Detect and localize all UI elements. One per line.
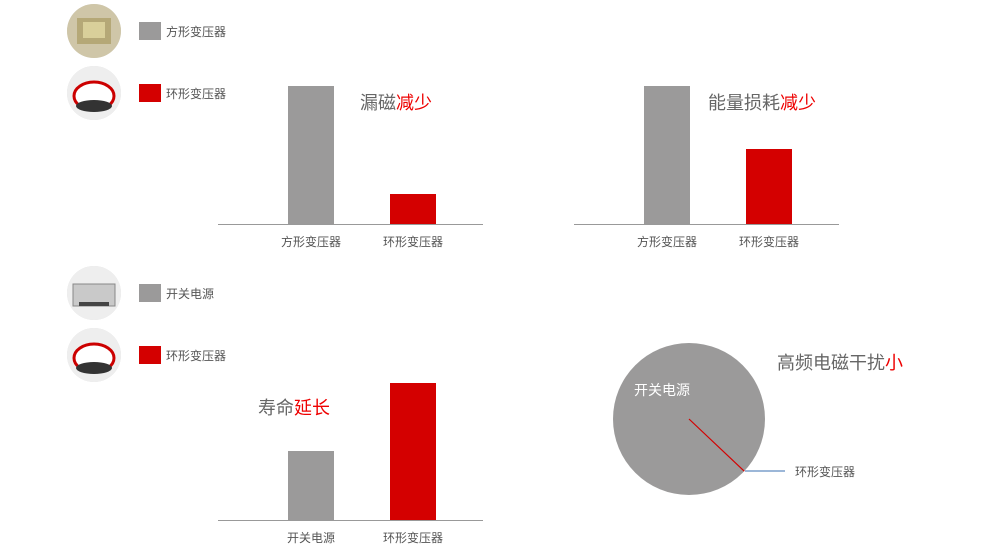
category-label: 开关电源 xyxy=(286,531,335,545)
square-transformer-photo-icon xyxy=(67,4,121,58)
category-label: 方形变压器 xyxy=(280,235,341,249)
title-text: 能量损耗 xyxy=(708,93,780,113)
legend-swatch xyxy=(139,346,161,364)
title-text: 高频电磁干扰 xyxy=(777,353,885,373)
chart-title: 高频电磁干扰小 xyxy=(777,349,903,375)
x-axis xyxy=(218,224,483,225)
bar-1-seg-1 xyxy=(390,381,436,452)
category-label: 环形变压器 xyxy=(382,531,443,545)
bar-1 xyxy=(390,193,436,224)
title-highlight: 减少 xyxy=(780,93,816,113)
title-highlight: 小 xyxy=(885,353,903,373)
bar-0-seg-0 xyxy=(288,450,334,520)
category-label: 环形变压器 xyxy=(382,235,443,249)
chart-title: 漏磁减少 xyxy=(360,89,432,115)
bar-1-seg-0 xyxy=(390,450,436,520)
switching-power-supply-photo-icon xyxy=(67,266,121,320)
toroidal-transformer-photo-icon xyxy=(67,66,121,120)
pie-slice-1 xyxy=(688,418,745,472)
category-label: 环形变压器 xyxy=(738,235,799,249)
chart-title: 能量损耗减少 xyxy=(708,89,816,115)
legend-label: 环形变压器 xyxy=(166,349,227,363)
pie-label-1: 环形变压器 xyxy=(795,465,856,479)
bar-0 xyxy=(644,86,690,224)
bar-1 xyxy=(746,149,792,224)
title-highlight: 延长 xyxy=(294,398,330,418)
legend-label: 方形变压器 xyxy=(166,25,227,39)
legend-swatch xyxy=(139,84,161,102)
legend-label: 环形变压器 xyxy=(166,87,227,101)
legend-swatch xyxy=(139,284,161,302)
legend-label: 开关电源 xyxy=(166,287,215,301)
x-axis xyxy=(574,224,839,225)
x-axis xyxy=(218,520,483,521)
title-text: 寿命 xyxy=(258,398,294,418)
legend-swatch xyxy=(139,22,161,40)
pie-label-0: 开关电源 xyxy=(634,382,690,398)
title-text: 漏磁 xyxy=(360,93,396,113)
chart-title: 寿命延长 xyxy=(258,394,330,420)
category-label: 方形变压器 xyxy=(636,235,697,249)
title-highlight: 减少 xyxy=(396,93,432,113)
toroidal-transformer-photo-icon xyxy=(67,328,121,382)
bar-0 xyxy=(288,86,334,224)
